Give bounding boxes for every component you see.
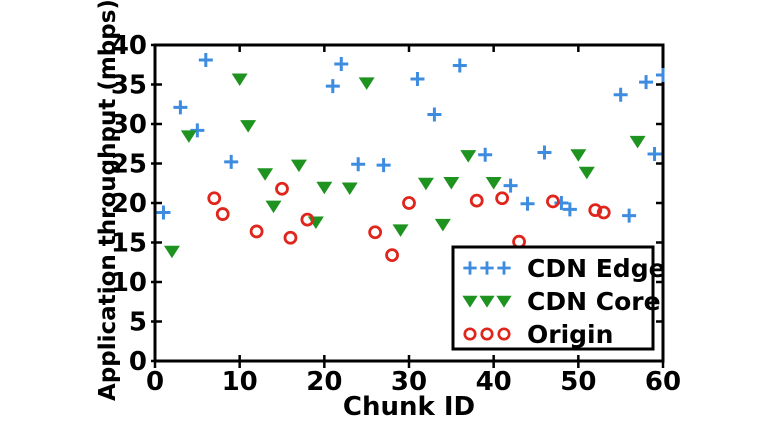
x-tick-label: 0: [146, 367, 164, 397]
data-point-cdn-core: [417, 177, 434, 191]
data-point-cdn-edge: [639, 75, 654, 90]
data-point-cdn-edge: [503, 178, 518, 193]
data-point-origin: [588, 203, 603, 218]
data-point-cdn-core: [231, 73, 248, 86]
data-point-cdn-edge: [173, 100, 188, 115]
data-point-origin: [368, 225, 383, 240]
data-point-cdn-core: [341, 182, 358, 195]
y-tick-label: 40: [111, 31, 147, 61]
data-point-cdn-core: [392, 224, 409, 237]
y-tick-label: 0: [129, 347, 147, 377]
x-tick-label: 40: [476, 367, 512, 397]
plot-border: [153, 43, 665, 363]
data-point-cdn-core: [290, 159, 307, 173]
data-point-cdn-core: [163, 245, 180, 259]
data-point-cdn-edge: [537, 145, 552, 160]
data-point-cdn-edge: [376, 158, 391, 173]
data-point-cdn-core: [265, 200, 282, 214]
x-axis-title: Chunk ID: [342, 392, 476, 422]
legend-label-cdn-edge: CDN Edge: [527, 254, 666, 283]
data-point-cdn-edge: [656, 68, 665, 83]
data-point-cdn-edge: [562, 202, 577, 217]
data-point-cdn-core: [443, 176, 460, 190]
data-point-origin: [300, 212, 315, 227]
y-tick-label: 30: [111, 110, 147, 140]
series-cdn-edge: [156, 53, 665, 223]
data-point-cdn-edge: [351, 157, 366, 172]
x-tick-label: 60: [645, 367, 681, 397]
data-point-cdn-core: [570, 149, 587, 162]
data-point-cdn-core: [434, 218, 451, 232]
y-tick-label: 10: [111, 268, 147, 298]
y-tick-label: 25: [111, 150, 147, 180]
data-point-origin: [207, 191, 222, 206]
data-point-cdn-edge: [198, 53, 213, 68]
data-point-cdn-edge: [427, 107, 442, 122]
data-point-origin: [275, 181, 289, 196]
data-point-cdn-core: [358, 77, 375, 90]
x-tick-label: 50: [560, 367, 596, 397]
y-axis-title: Application throughput (mbps): [95, 0, 121, 401]
data-point-origin: [215, 207, 230, 221]
data-point-cdn-edge: [647, 147, 662, 162]
triangle-down-icon: [462, 295, 478, 308]
series-origin: [207, 181, 611, 263]
data-point-origin: [402, 196, 416, 210]
circle-open-icon: [480, 327, 494, 341]
y-tick-label: 15: [111, 229, 147, 259]
data-point-cdn-core: [629, 135, 646, 149]
data-point-cdn-edge: [622, 208, 637, 223]
data-point-cdn-edge: [410, 71, 425, 86]
data-point-cdn-core: [485, 176, 502, 190]
data-point-cdn-core: [240, 120, 257, 133]
data-point-cdn-core: [578, 166, 595, 180]
data-point-cdn-core: [460, 150, 477, 163]
y-tick-label: 35: [111, 71, 147, 101]
x-tick-label: 20: [306, 367, 342, 397]
circle-open-icon: [497, 327, 511, 341]
legend-label-origin: Origin: [527, 320, 613, 349]
y-tick-label: 20: [111, 189, 147, 219]
data-point-cdn-edge: [156, 205, 171, 220]
x-tick-label: 30: [391, 367, 427, 397]
data-point-cdn-edge: [334, 56, 349, 71]
triangle-down-icon: [479, 295, 495, 308]
data-point-cdn-edge: [325, 79, 340, 94]
legend-entry-cdn-core: CDN Core: [462, 287, 661, 316]
data-point-origin: [495, 191, 510, 206]
data-point-cdn-core: [257, 168, 274, 181]
data-point-origin: [546, 194, 560, 209]
data-point-origin: [596, 205, 611, 220]
legend-entry-cdn-edge: CDN Edge: [463, 254, 666, 283]
series-cdn-core: [163, 73, 646, 259]
data-point-origin: [385, 248, 399, 263]
data-point-cdn-edge: [478, 147, 493, 162]
data-point-origin: [249, 224, 264, 239]
legend-label-cdn-core: CDN Core: [527, 287, 661, 316]
circle-open-icon: [463, 327, 477, 341]
legend-entry-origin: Origin: [463, 320, 613, 349]
plus-icon: [480, 261, 494, 275]
data-point-origin: [469, 193, 484, 208]
data-point-cdn-edge: [554, 196, 569, 210]
data-point-cdn-core: [180, 130, 197, 143]
x-tick-label: 10: [222, 367, 258, 397]
triangle-down-icon: [496, 295, 512, 308]
data-point-cdn-edge: [520, 196, 535, 211]
data-point-cdn-core: [316, 181, 333, 195]
y-tick-label: 5: [129, 308, 147, 338]
data-point-origin: [283, 230, 298, 245]
plus-icon: [497, 261, 511, 275]
data-point-cdn-edge: [190, 123, 205, 138]
plus-icon: [463, 261, 477, 275]
data-point-cdn-edge: [452, 58, 467, 73]
data-point-cdn-edge: [613, 87, 628, 102]
data-point-cdn-edge: [224, 154, 239, 169]
